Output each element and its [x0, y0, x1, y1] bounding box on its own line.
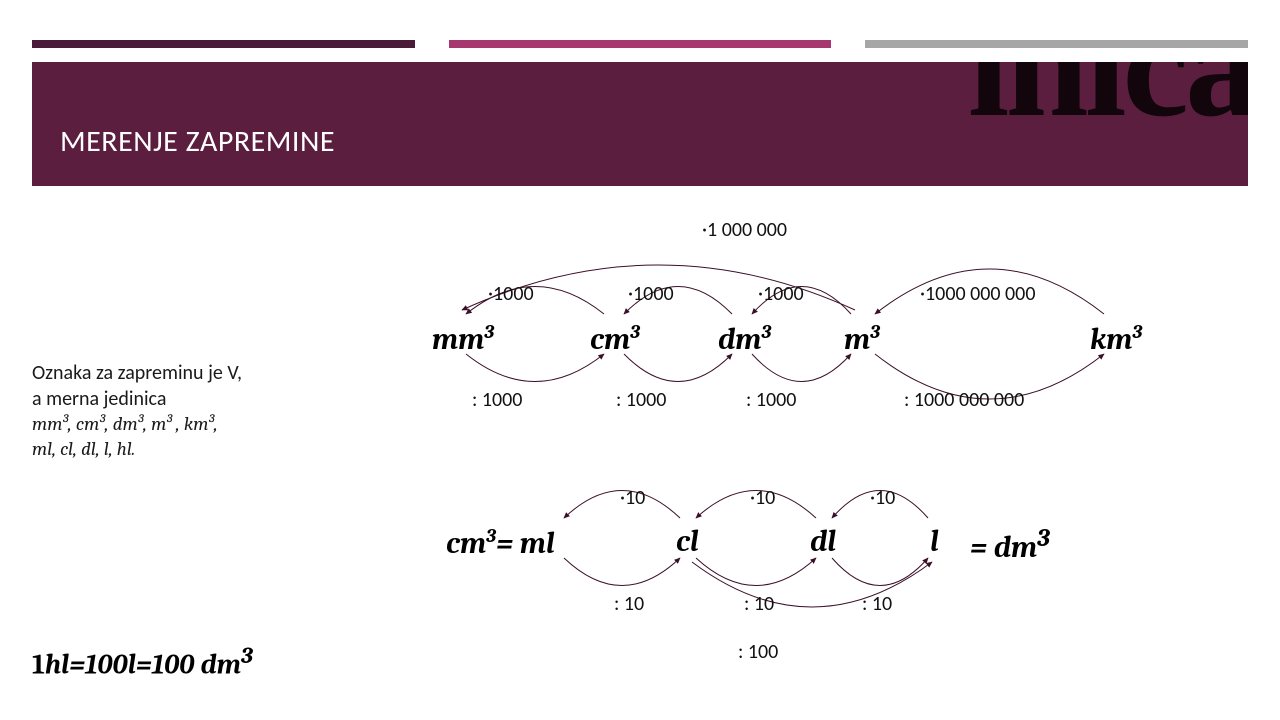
div-label: : 1000	[472, 388, 522, 412]
mul2-label: ·10	[870, 486, 895, 510]
mul2-label: ·10	[620, 486, 645, 510]
div-label: : 1000	[746, 388, 796, 412]
unit-l: l	[930, 524, 939, 559]
mul-label: ·1000	[758, 282, 804, 306]
big-div2-label: : 100	[738, 640, 778, 664]
big-mul-label: ·1 000 000	[702, 218, 787, 242]
unit-dl: dl	[810, 524, 836, 559]
mul2-label: ·10	[750, 486, 775, 510]
unit-cm: cm3	[590, 320, 640, 357]
unit-cm3-ml: cm3= ml	[446, 524, 555, 561]
div2-label: : 10	[862, 592, 892, 616]
unit-cl: cl	[676, 524, 699, 559]
mul-label: ·1000	[628, 282, 674, 306]
div-label: : 1000 000 000	[904, 388, 1024, 412]
mul-label: ·1000	[488, 282, 534, 306]
div-label: : 1000	[616, 388, 666, 412]
unit-eq-dm3: = dm3	[970, 524, 1050, 565]
div2-label: : 10	[744, 592, 774, 616]
unit-m: m3	[844, 320, 880, 357]
div2-label: : 10	[614, 592, 644, 616]
unit-dm: dm3	[718, 320, 771, 357]
mul-label: ·1000 000 000	[920, 282, 1035, 306]
unit-mm: mm3	[432, 320, 494, 357]
unit-km: km3	[1090, 320, 1142, 357]
